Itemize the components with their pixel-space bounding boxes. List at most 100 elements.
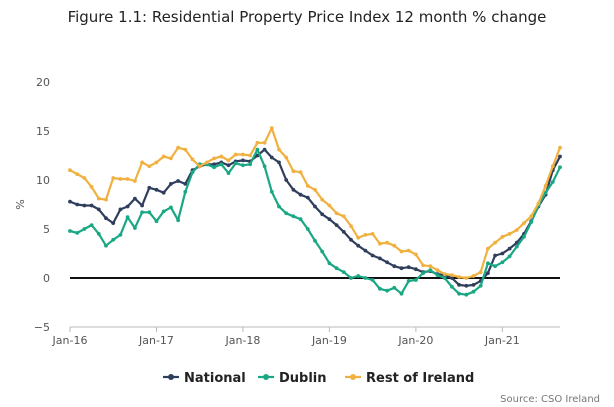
data-point xyxy=(486,261,490,266)
data-point xyxy=(464,283,469,288)
data-point xyxy=(493,264,497,269)
data-point xyxy=(320,249,325,254)
series-rest-of-ireland xyxy=(68,126,562,280)
data-point xyxy=(219,154,224,159)
legend-label: Dublin xyxy=(279,371,327,386)
data-point xyxy=(356,243,361,248)
data-point xyxy=(486,246,490,251)
data-point xyxy=(89,185,94,189)
legend-item: Dublin xyxy=(258,371,327,386)
data-point xyxy=(169,156,173,161)
data-point xyxy=(370,253,375,258)
data-point xyxy=(507,232,512,236)
data-point xyxy=(385,240,389,245)
data-point xyxy=(212,165,217,170)
data-point xyxy=(248,162,253,167)
data-point xyxy=(298,170,303,175)
data-point xyxy=(241,152,245,157)
data-point xyxy=(161,209,166,214)
data-point xyxy=(493,240,497,245)
data-point xyxy=(507,246,512,251)
legend-swatch-marker xyxy=(263,374,269,380)
data-point xyxy=(334,223,339,228)
data-point xyxy=(233,161,238,166)
data-point xyxy=(471,283,476,287)
data-point xyxy=(147,164,152,169)
x-tick-label: Jan-21 xyxy=(484,334,520,347)
data-point xyxy=(212,162,217,167)
data-point xyxy=(190,170,195,175)
legend-item: Rest of Ireland xyxy=(345,371,474,386)
x-tick-label: Jan-17 xyxy=(138,334,174,347)
data-point xyxy=(313,187,317,192)
data-point xyxy=(363,233,368,237)
data-point xyxy=(133,196,137,201)
data-point xyxy=(68,229,72,233)
y-axis-label: % xyxy=(14,199,27,209)
data-point xyxy=(262,140,267,145)
data-point xyxy=(385,288,389,293)
data-point xyxy=(133,226,137,230)
data-point xyxy=(125,204,130,209)
data-point xyxy=(522,221,526,226)
data-point xyxy=(226,163,231,168)
data-point xyxy=(486,271,490,275)
data-point xyxy=(370,278,375,282)
data-point xyxy=(414,267,418,272)
data-point xyxy=(147,185,152,190)
data-point xyxy=(197,164,202,169)
y-tick-label: 5 xyxy=(43,223,50,236)
data-point xyxy=(406,248,411,253)
x-tick-label: Jan-19 xyxy=(311,334,347,347)
data-point xyxy=(118,207,123,212)
y-tick-label: 15 xyxy=(36,125,50,138)
legend-label: National xyxy=(184,371,246,386)
data-point xyxy=(435,273,440,277)
data-point xyxy=(442,272,447,276)
data-point xyxy=(320,197,325,202)
data-point xyxy=(558,154,562,159)
data-point xyxy=(507,254,512,259)
data-point xyxy=(82,203,87,208)
data-point xyxy=(169,205,173,210)
data-point xyxy=(349,237,353,242)
data-point xyxy=(363,276,368,280)
data-point xyxy=(269,189,274,194)
data-point xyxy=(241,158,245,163)
legend-item: National xyxy=(163,371,246,386)
data-point xyxy=(161,190,166,195)
data-point xyxy=(543,190,548,195)
data-point xyxy=(349,224,353,229)
data-point xyxy=(140,203,145,208)
data-point xyxy=(82,176,87,180)
data-point xyxy=(75,172,80,177)
data-point xyxy=(457,283,461,287)
data-point xyxy=(284,211,289,216)
data-point xyxy=(327,217,332,222)
data-point xyxy=(428,264,433,269)
data-point xyxy=(68,199,72,204)
data-point xyxy=(493,253,497,258)
data-point xyxy=(550,164,555,169)
data-point xyxy=(277,204,281,209)
data-point xyxy=(500,260,505,265)
legend-swatch-marker xyxy=(350,374,356,380)
data-point xyxy=(414,252,418,257)
x-tick-label: Jan-20 xyxy=(397,334,433,347)
data-point xyxy=(262,147,267,152)
data-point xyxy=(370,232,375,236)
data-point xyxy=(450,284,454,289)
data-point xyxy=(378,241,382,246)
data-point xyxy=(399,266,404,271)
data-point xyxy=(111,237,116,242)
data-point xyxy=(406,265,411,270)
data-point xyxy=(233,152,238,157)
data-point xyxy=(277,160,281,165)
data-point xyxy=(104,197,108,202)
y-tick-label: 20 xyxy=(36,76,50,89)
data-point xyxy=(147,210,152,215)
data-point xyxy=(414,278,418,282)
data-point xyxy=(118,233,123,237)
data-point xyxy=(356,235,361,240)
data-point xyxy=(356,274,361,278)
